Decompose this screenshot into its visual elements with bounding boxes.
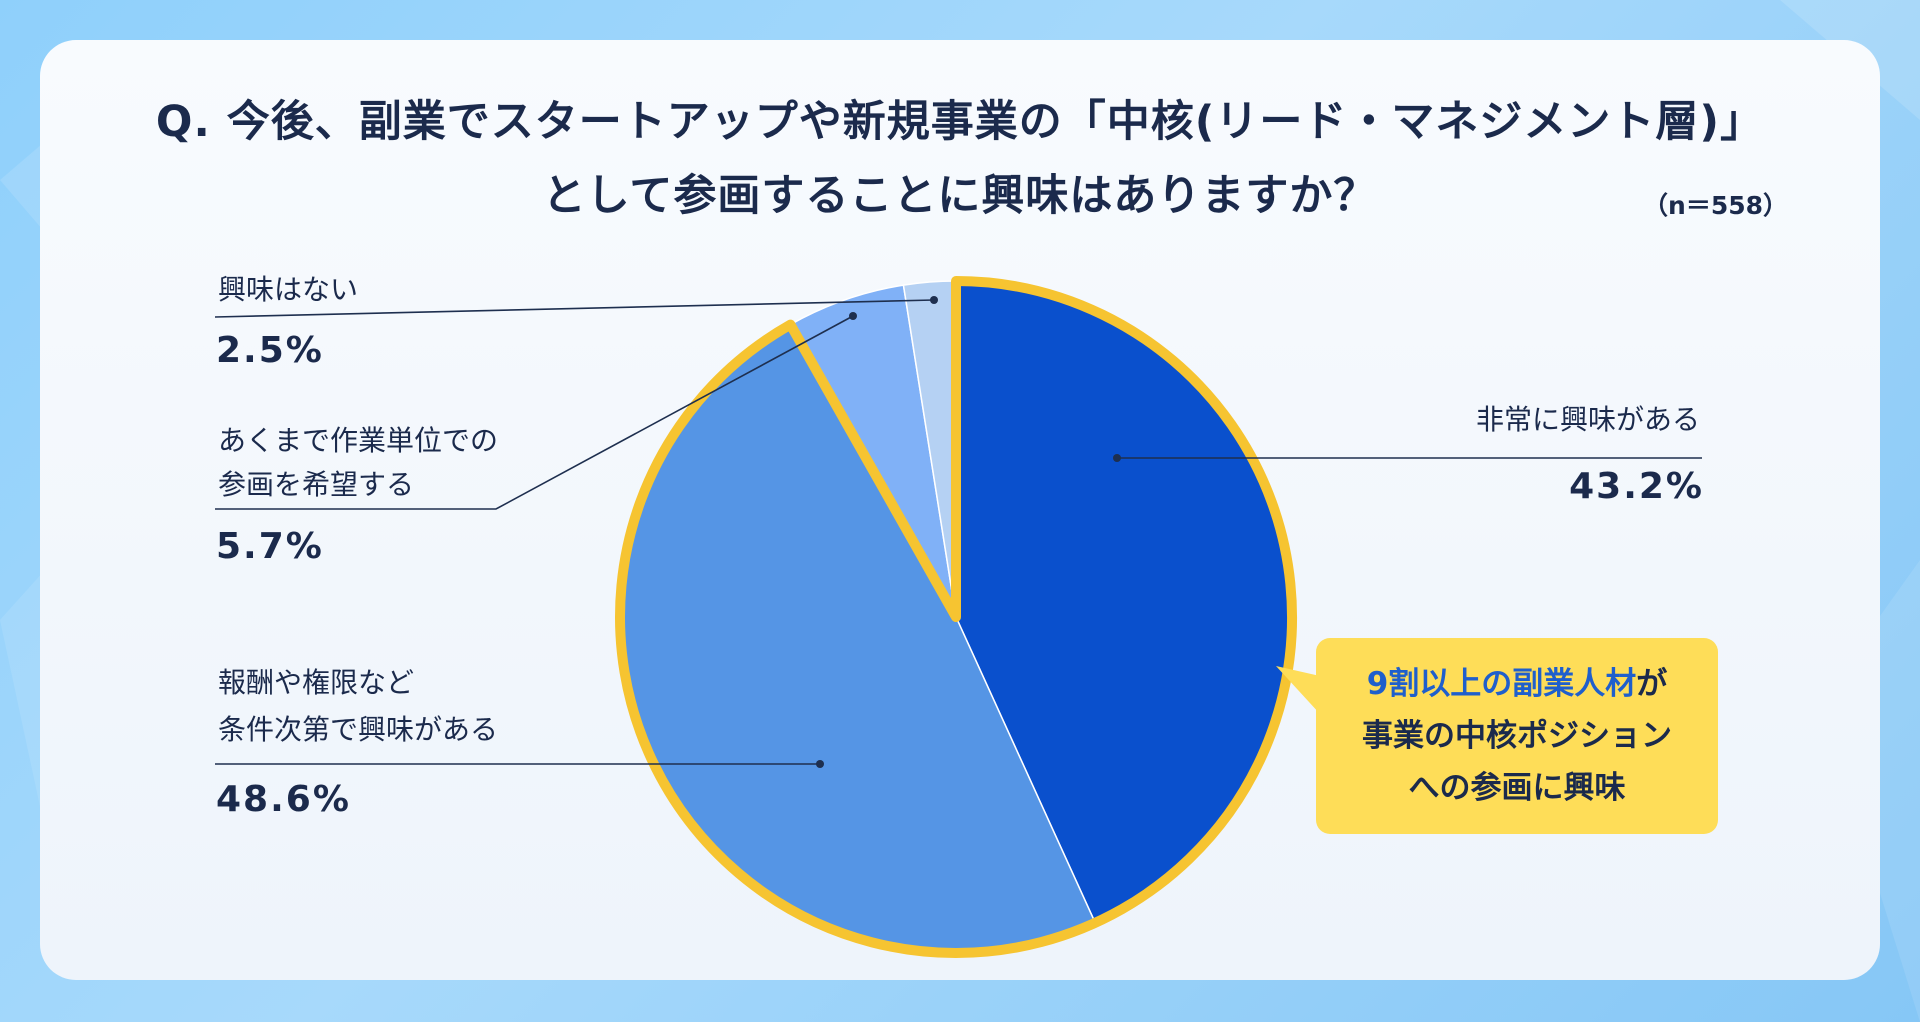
- slice-label-line: 報酬や権限など: [218, 666, 415, 699]
- slice-value-not-interested: 2.5%: [216, 330, 324, 371]
- leader-dot-conditional: [816, 760, 824, 768]
- callout-line-2: 事業の中核ポジション: [1362, 718, 1672, 754]
- leader-line-not-interested: [214, 299, 935, 318]
- leader-dot-very-interested: [1113, 454, 1121, 462]
- callout-line-3: への参画に興味: [1408, 770, 1626, 806]
- slice-label-conditional: 報酬や権限など 条件次第で興味がある: [218, 659, 498, 753]
- sample-size-label: （n＝558）: [1643, 191, 1788, 220]
- slice-label-task-unit: あくまで作業単位での 参画を希望する: [218, 419, 498, 507]
- chart-title-line-2: として参画することに興味はありますか？: [542, 171, 1378, 221]
- leader-lines: [214, 296, 1702, 768]
- slice-value-conditional: 48.6%: [216, 779, 351, 820]
- leader-dot-task-unit: [849, 312, 857, 320]
- slice-value-very-interested: 43.2%: [1569, 466, 1704, 507]
- slice-label-line: 興味はない: [218, 273, 359, 306]
- slice-label-not-interested: 興味はない: [218, 268, 358, 312]
- slice-label-line: 参画を希望する: [218, 468, 415, 501]
- chart-title-line-1: Q. 今後、副業でスタートアップや新規事業の「中核(リード・マネジメント層)」: [155, 97, 1765, 147]
- callout-highlight-text: 9割以上の副業人材: [1366, 666, 1637, 702]
- slice-value-task-unit: 5.7%: [216, 526, 324, 567]
- slice-label-very-interested: 非常に興味がある: [1476, 398, 1700, 442]
- leader-line-task-unit: [215, 315, 854, 510]
- slice-label-line: 非常に興味がある: [1475, 403, 1700, 436]
- callout-pointer: [1276, 666, 1320, 714]
- slice-label-line: 条件次第で興味がある: [218, 713, 499, 746]
- slice-label-line: あくまで作業単位での: [218, 424, 499, 457]
- pie-highlight-outline: [615, 276, 1297, 958]
- callout-line-1-rest: が: [1636, 666, 1668, 702]
- leader-dot-not-interested: [930, 296, 938, 304]
- callout-line-1: 9割以上の副業人材が: [1367, 658, 1668, 710]
- callout-box: 9割以上の副業人材が 事業の中核ポジション への参画に興味: [1316, 638, 1718, 834]
